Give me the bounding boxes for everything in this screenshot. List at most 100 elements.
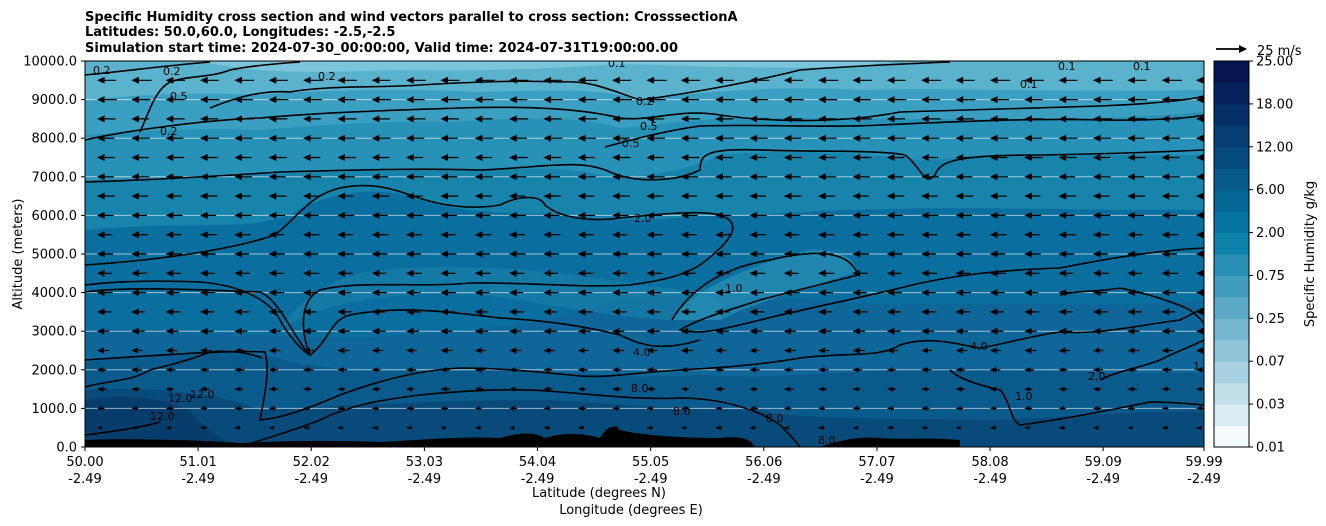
wind-vector (543, 406, 551, 411)
wind-vector (509, 308, 524, 316)
wind-vector (543, 96, 563, 104)
wind-vector (440, 308, 455, 316)
wind-vector (783, 347, 796, 354)
wind-vector (921, 327, 935, 335)
wind-vector (783, 327, 797, 335)
contour-label: 0.1 (608, 57, 626, 70)
wind-vector (337, 154, 356, 161)
wind-vector (680, 289, 695, 297)
wind-vector (646, 425, 654, 430)
wind-vector (406, 405, 415, 411)
wind-vector (200, 406, 208, 411)
wind-vector (1024, 406, 1033, 411)
wind-vector (165, 406, 174, 411)
wind-vector (818, 211, 834, 219)
colorbar-band (1214, 61, 1249, 83)
wind-vector (680, 308, 696, 316)
y-tick-label: 9000.0 (32, 93, 78, 108)
wind-vector (886, 154, 905, 161)
wind-vector (646, 366, 657, 373)
wind-vector (989, 96, 1009, 104)
wind-vector (783, 76, 803, 84)
contour-line (209, 61, 951, 109)
wind-vector (234, 250, 250, 258)
wind-vector (131, 134, 150, 142)
wind-vector (680, 406, 689, 411)
wind-vector (921, 250, 937, 258)
y-tick-label: 5000.0 (32, 248, 78, 263)
wind-vector (783, 211, 801, 219)
wind-vector (303, 289, 318, 297)
wind-vector (474, 327, 489, 335)
wind-vector (886, 76, 906, 84)
wind-vector (97, 250, 114, 258)
wind-vector (886, 327, 901, 335)
wind-vector (165, 269, 181, 277)
x-tick-label-lat: 55.05 (632, 455, 669, 470)
contour-label: 2.0 (1088, 370, 1106, 383)
wind-vector (234, 96, 253, 104)
wind-vector (612, 347, 624, 354)
wind-vector (303, 386, 312, 392)
wind-vector (440, 425, 446, 430)
wind-vector (406, 173, 424, 181)
colorbar-ticks: 25.00 18.00 12.00 6.00 2.00 0.75 0.25 0.07 0.03 0… (1249, 55, 1293, 456)
contour-line (85, 421, 161, 436)
wind-vector (268, 386, 279, 392)
wind-vector (200, 211, 217, 219)
wind-vector (1161, 289, 1177, 297)
wind-vector (680, 154, 700, 161)
wind-vector (337, 250, 354, 258)
wind-vector (371, 231, 389, 239)
contour-label: 0.2 (160, 125, 178, 138)
wind-vector (852, 76, 872, 84)
wind-vector (509, 76, 529, 84)
wind-vector (543, 231, 561, 239)
wind-vector (543, 173, 561, 181)
title-line-3: Simulation start time: 2024-07-30_00:00:… (85, 41, 678, 56)
wind-vector (337, 347, 350, 354)
wind-vector (852, 289, 867, 297)
wind-vector (886, 269, 902, 277)
x-axis-label-line-1: Latitude (degrees N) (532, 486, 666, 501)
wind-vector (1058, 347, 1070, 354)
wind-vector (543, 250, 560, 258)
wind-vector (818, 269, 835, 277)
wind-vector (268, 269, 284, 277)
wind-vector (234, 425, 241, 430)
wind-vector (955, 425, 962, 430)
wind-vector (406, 192, 423, 200)
wind-vector (131, 406, 139, 411)
wind-vector (783, 269, 799, 277)
contour-label: 1.0 (1193, 360, 1211, 373)
wind-vector (1092, 154, 1110, 161)
wind-vector (303, 250, 319, 258)
wind-vector (646, 308, 661, 316)
wind-vector (646, 115, 665, 123)
x-tick-label-lat: 52.02 (293, 455, 330, 470)
wind-vector (852, 347, 865, 354)
wind-vector (612, 289, 628, 297)
wind-vector (577, 115, 598, 123)
wind-vector (234, 211, 252, 219)
wind-vector (440, 327, 453, 335)
wind-vector (234, 327, 248, 335)
title-line-1: Specific Humidity cross section and wind… (85, 10, 738, 25)
wind-vector (371, 250, 388, 258)
x-tick-label-lon: -2.49 (1187, 472, 1221, 487)
wind-vector (268, 173, 286, 181)
x-tick-label-lat: 54.04 (519, 455, 556, 470)
wind-vector (543, 327, 558, 335)
contour-label: 1.0 (725, 282, 743, 295)
wind-vector (268, 134, 287, 142)
wind-vector (749, 115, 769, 123)
wind-vector (1024, 96, 1043, 104)
wind-vector (543, 154, 562, 161)
y-axis-label: Altitude (meters) (11, 199, 26, 310)
terrain-orography (820, 437, 960, 447)
wind-vector (268, 425, 275, 430)
wind-vector (406, 115, 426, 123)
title-line-2: Latitudes: 50.0,60.0, Longitudes: -2.5,-… (85, 25, 395, 40)
wind-vector (886, 367, 896, 373)
wind-vector (440, 115, 460, 123)
